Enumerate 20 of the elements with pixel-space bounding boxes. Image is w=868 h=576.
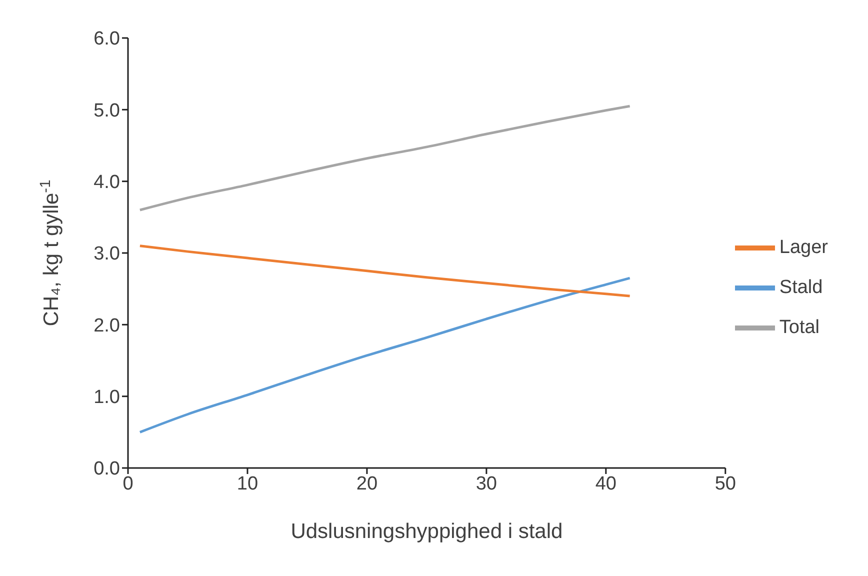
y-tick-label: 5.0 (94, 100, 120, 122)
x-tick-label: 20 (356, 473, 378, 494)
y-tick-label: 4.0 (94, 172, 120, 194)
y-tick-label: 3.0 (94, 244, 120, 265)
x-axis-title: Udslusningshyppighed i stald (290, 520, 563, 543)
y-tick-label: 2.0 (94, 315, 120, 336)
y-tick-label: 1.0 (94, 387, 120, 408)
x-tick-label: 30 (476, 473, 498, 494)
y-tick-label: 0.0 (94, 458, 120, 480)
legend-label: Lager (779, 237, 828, 258)
x-tick-label: 40 (595, 473, 616, 494)
x-tick-label: 0 (122, 473, 134, 494)
x-tick-label: 10 (236, 473, 258, 494)
y-tick-label: 6.0 (94, 28, 120, 50)
line-series (138, 276, 632, 434)
x-tick-label: 50 (714, 473, 736, 494)
line-series (138, 104, 632, 212)
legend-label: Total (779, 317, 820, 338)
legend-label: Stald (779, 277, 823, 298)
line-series (138, 244, 632, 298)
